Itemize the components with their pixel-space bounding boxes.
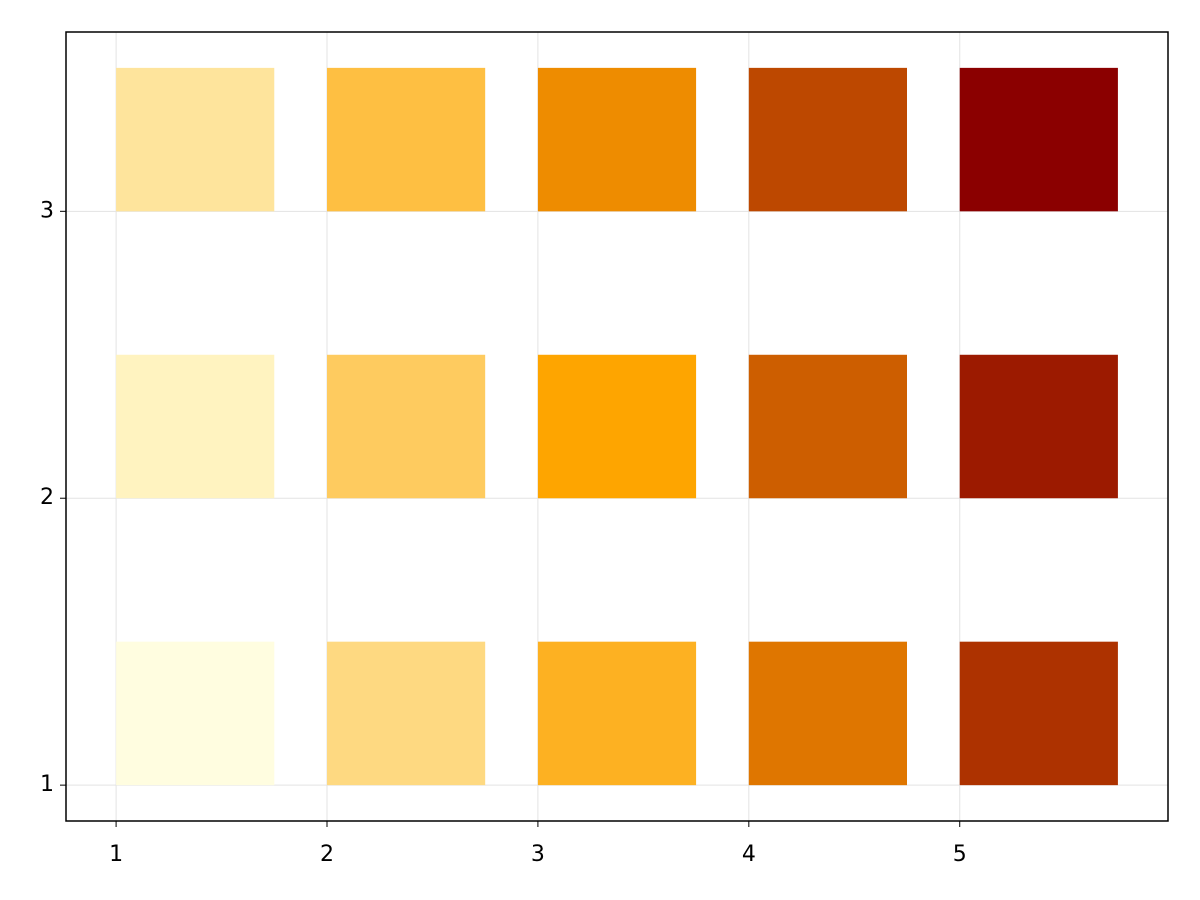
- rect: [959, 354, 1118, 499]
- rect: [116, 67, 275, 212]
- x-tick-label: 2: [320, 842, 334, 867]
- y-tick-label: 2: [40, 485, 54, 510]
- rect: [327, 354, 486, 499]
- rect: [959, 641, 1118, 786]
- rect: [959, 67, 1118, 212]
- rect: [116, 354, 275, 499]
- x-tick-label: 4: [742, 842, 756, 867]
- plot-frame: [65, 31, 1169, 822]
- rect: [537, 67, 697, 212]
- rect: [748, 354, 907, 499]
- rect: [537, 354, 697, 499]
- y-tick-label: 3: [40, 198, 54, 223]
- rect: [748, 641, 907, 786]
- y-tick-label: 1: [40, 772, 54, 797]
- x-tick-label: 1: [109, 842, 123, 867]
- rect: [537, 641, 697, 786]
- x-tick-label: 5: [953, 842, 967, 867]
- rect: [327, 67, 486, 212]
- rect: [116, 641, 275, 786]
- rect: [748, 67, 907, 212]
- rect: [327, 641, 486, 786]
- x-tick-label: 3: [531, 842, 545, 867]
